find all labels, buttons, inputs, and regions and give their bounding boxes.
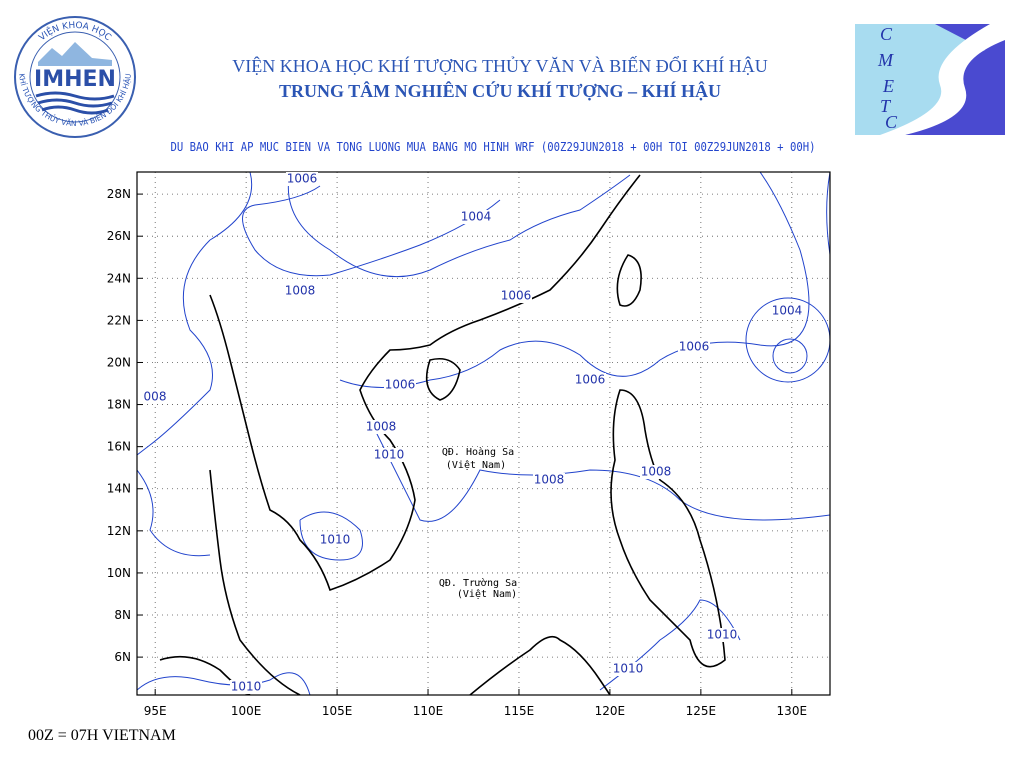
label-bg bbox=[678, 340, 710, 354]
coastline bbox=[425, 357, 461, 401]
contour-label: 008 bbox=[144, 390, 167, 404]
isobar bbox=[137, 469, 211, 557]
label-bg bbox=[640, 465, 672, 479]
x-tick-label: 120E bbox=[595, 704, 626, 718]
isobar bbox=[299, 511, 363, 561]
coastline bbox=[469, 635, 611, 695]
isobar bbox=[369, 419, 830, 522]
contour-label: 1006 bbox=[679, 340, 710, 354]
isobar bbox=[242, 185, 501, 277]
cmetc-letter: T bbox=[880, 96, 892, 116]
cmetc-letter: C bbox=[880, 24, 893, 44]
y-tick-label: 6N bbox=[114, 650, 131, 664]
y-tick-label: 26N bbox=[107, 229, 131, 243]
label-bg bbox=[319, 533, 351, 547]
label-bg bbox=[286, 172, 318, 186]
x-tick-label: 100E bbox=[231, 704, 262, 718]
y-tick-label: 14N bbox=[107, 482, 131, 496]
contour-label: 1010 bbox=[374, 448, 405, 462]
place-label: (Việt Nam) bbox=[446, 459, 506, 471]
y-tick-label: 12N bbox=[107, 524, 131, 538]
map-frame bbox=[136, 171, 831, 696]
contour-label: 1010 bbox=[707, 628, 738, 642]
isobar bbox=[826, 172, 830, 258]
org-name: VIỆN KHOA HỌC KHÍ TƯỢNG THỦY VĂN VÀ BIẾN… bbox=[232, 55, 767, 76]
x-tick-label: 125E bbox=[686, 704, 717, 718]
contour-label: 1006 bbox=[575, 373, 606, 387]
contour-label: 1006 bbox=[287, 172, 318, 186]
x-tick-label: 110E bbox=[413, 704, 444, 718]
label-bg bbox=[373, 448, 405, 462]
label-bg bbox=[533, 473, 565, 487]
coastline bbox=[209, 469, 301, 695]
isobar bbox=[137, 672, 311, 695]
y-tick-label: 24N bbox=[107, 271, 131, 285]
label-bg bbox=[500, 289, 532, 303]
map-title: DU BAO KHI AP MUC BIEN VA TONG LUONG MUA… bbox=[171, 140, 816, 154]
cmetc-letter: C bbox=[885, 112, 898, 132]
y-tick-label: 16N bbox=[107, 440, 131, 454]
y-tick-label: 22N bbox=[107, 313, 131, 327]
contour-label: 1008 bbox=[641, 465, 672, 479]
place-label: QĐ. Trường Sa bbox=[439, 577, 517, 589]
imhen-logo: VIỆN KHOA HỌC KHÍ TƯỢNG THỦY VĂN VÀ BIẾN… bbox=[14, 16, 136, 138]
contour-label: 1010 bbox=[231, 680, 262, 694]
label-bg bbox=[139, 390, 171, 404]
x-tick-label: 95E bbox=[144, 704, 167, 718]
center-name: TRUNG TÂM NGHIÊN CỨU KHÍ TƯỢNG – KHÍ HẬU bbox=[279, 80, 721, 101]
contour-label: 1008 bbox=[534, 473, 565, 487]
isobar bbox=[137, 172, 253, 456]
place-label: (Việt Nam) bbox=[457, 588, 517, 600]
label-bg bbox=[574, 373, 606, 387]
label-bg bbox=[365, 420, 397, 434]
coastline bbox=[616, 254, 642, 307]
contour-label: 1004 bbox=[772, 304, 803, 318]
contour-label: 1008 bbox=[285, 284, 316, 298]
label-bg bbox=[460, 210, 492, 224]
place-label: QĐ. Hoàng Sa bbox=[442, 446, 514, 458]
cmetc-letter: M bbox=[877, 50, 894, 70]
map-body bbox=[137, 172, 830, 695]
y-tick-label: 18N bbox=[107, 398, 131, 412]
contour-label: 1006 bbox=[501, 289, 532, 303]
imhen-name: IMHEN bbox=[34, 67, 116, 92]
isobar bbox=[287, 172, 631, 278]
label-bg bbox=[284, 284, 316, 298]
x-tick-label: 130E bbox=[777, 704, 808, 718]
contour-label: 1006 bbox=[385, 378, 416, 392]
isobar bbox=[772, 338, 808, 374]
contour-label: 1010 bbox=[613, 662, 644, 676]
contour-label: 1008 bbox=[366, 420, 397, 434]
label-bg bbox=[612, 662, 644, 676]
isobar bbox=[745, 297, 830, 383]
label-bg bbox=[771, 304, 803, 318]
x-tick-label: 115E bbox=[504, 704, 535, 718]
isobar bbox=[339, 172, 810, 388]
footer-note: 00Z = 07H VIETNAM bbox=[28, 727, 176, 744]
coastline bbox=[610, 389, 726, 668]
y-tick-label: 8N bbox=[114, 608, 131, 622]
y-tick-label: 10N bbox=[107, 566, 131, 580]
y-tick-label: 20N bbox=[107, 355, 131, 369]
cmetc-letter: E bbox=[882, 76, 894, 96]
label-bg bbox=[706, 628, 738, 642]
x-tick-label: 105E bbox=[322, 704, 353, 718]
contour-label: 1004 bbox=[461, 210, 492, 224]
contour-label: 1010 bbox=[320, 533, 351, 547]
y-tick-label: 28N bbox=[107, 187, 131, 201]
label-bg bbox=[384, 378, 416, 392]
cmetc-logo bbox=[855, 24, 1005, 135]
label-bg bbox=[230, 680, 262, 694]
